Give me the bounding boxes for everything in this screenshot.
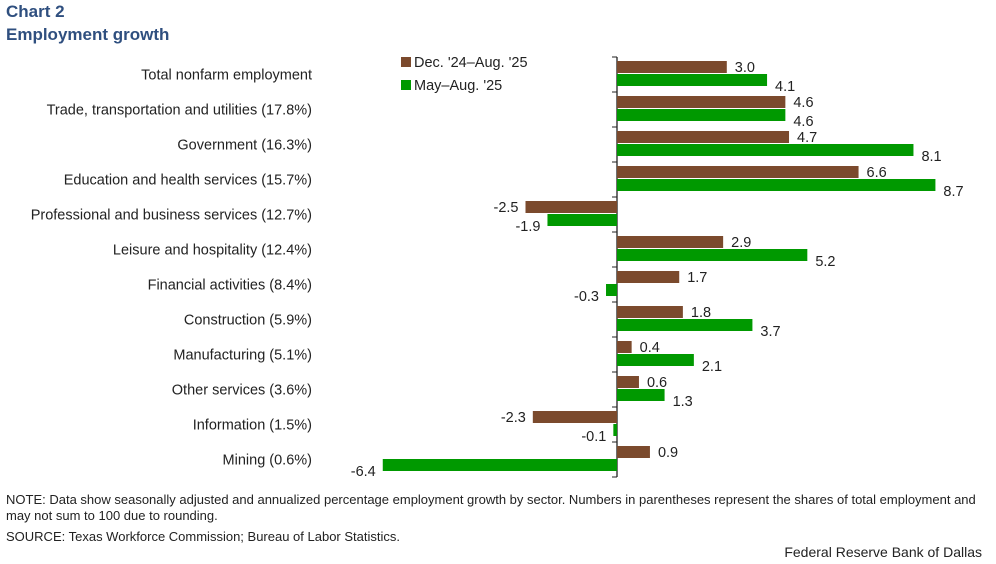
bar <box>617 341 632 353</box>
bar <box>617 179 936 191</box>
data-label: 3.7 <box>760 324 780 340</box>
chart-note: NOTE: Data show seasonally adjusted and … <box>6 492 976 523</box>
category-label: Education and health services (15.7%) <box>64 173 312 189</box>
data-label: -2.3 <box>501 410 526 426</box>
category-label: Information (1.5%) <box>193 418 312 434</box>
category-label: Manufacturing (5.1%) <box>173 348 312 364</box>
chart-number: Chart 2 <box>6 2 65 21</box>
category-label: Trade, transportation and utilities (17.… <box>47 103 312 119</box>
bar <box>547 214 617 226</box>
bar <box>613 424 617 436</box>
data-label: -6.4 <box>351 464 376 480</box>
category-label: Leisure and hospitality (12.4%) <box>113 243 312 259</box>
legend-label: May–Aug. '25 <box>414 78 502 94</box>
data-label: 2.1 <box>702 359 722 375</box>
category-label: Total nonfarm employment <box>141 68 312 84</box>
category-label: Financial activities (8.4%) <box>148 278 312 294</box>
bar <box>617 61 727 73</box>
data-label: 1.3 <box>673 394 693 410</box>
bar <box>617 306 683 318</box>
bar <box>617 74 768 86</box>
bar <box>617 354 694 366</box>
category-label: Construction (5.9%) <box>184 313 312 329</box>
bar <box>617 319 753 331</box>
bar <box>617 109 786 121</box>
category-label: Government (16.3%) <box>177 138 312 154</box>
data-label: 3.0 <box>735 60 755 76</box>
legend-label: Dec. '24–Aug. '25 <box>414 55 528 71</box>
data-label: 0.4 <box>640 340 660 356</box>
data-label: 5.2 <box>815 254 835 270</box>
data-label: 8.1 <box>921 149 941 165</box>
category-label: Professional and business services (12.7… <box>31 208 312 224</box>
chart-title: Employment growth <box>6 25 170 44</box>
data-label: -1.9 <box>515 219 540 235</box>
data-label: 2.9 <box>731 235 751 251</box>
bar <box>617 131 790 143</box>
data-label: -2.5 <box>494 200 519 216</box>
data-label: 4.6 <box>793 95 813 111</box>
data-label: 1.7 <box>687 270 707 286</box>
bar <box>617 96 786 108</box>
bar <box>617 236 724 248</box>
bar <box>617 144 914 156</box>
data-label: 1.8 <box>691 305 711 321</box>
chart-source: SOURCE: Texas Workforce Commission; Bure… <box>6 529 400 544</box>
data-label: -0.3 <box>574 289 599 305</box>
data-label: 0.9 <box>658 445 678 461</box>
data-label: 4.6 <box>793 114 813 130</box>
bar <box>606 284 617 296</box>
chart-credit: Federal Reserve Bank of Dallas <box>784 544 982 560</box>
bar <box>525 201 617 213</box>
bar <box>382 459 617 471</box>
bar <box>617 249 808 261</box>
bar <box>617 271 680 283</box>
category-label: Mining (0.6%) <box>223 453 312 469</box>
data-label: 0.6 <box>647 375 667 391</box>
bar <box>617 389 665 401</box>
data-label: 4.1 <box>775 79 795 95</box>
data-label: 8.7 <box>943 184 963 200</box>
legend-swatch <box>401 57 411 67</box>
data-label: 6.6 <box>867 165 887 181</box>
bar <box>532 411 617 423</box>
category-label: Other services (3.6%) <box>172 383 312 399</box>
bar <box>617 376 639 388</box>
bar <box>617 166 859 178</box>
data-label: 4.7 <box>797 130 817 146</box>
legend-swatch <box>401 80 411 90</box>
bar <box>617 446 650 458</box>
data-label: -0.1 <box>581 429 606 445</box>
bar-chart: Total nonfarm employment 3.0 4.1 Trade, tra… <box>31 55 964 480</box>
